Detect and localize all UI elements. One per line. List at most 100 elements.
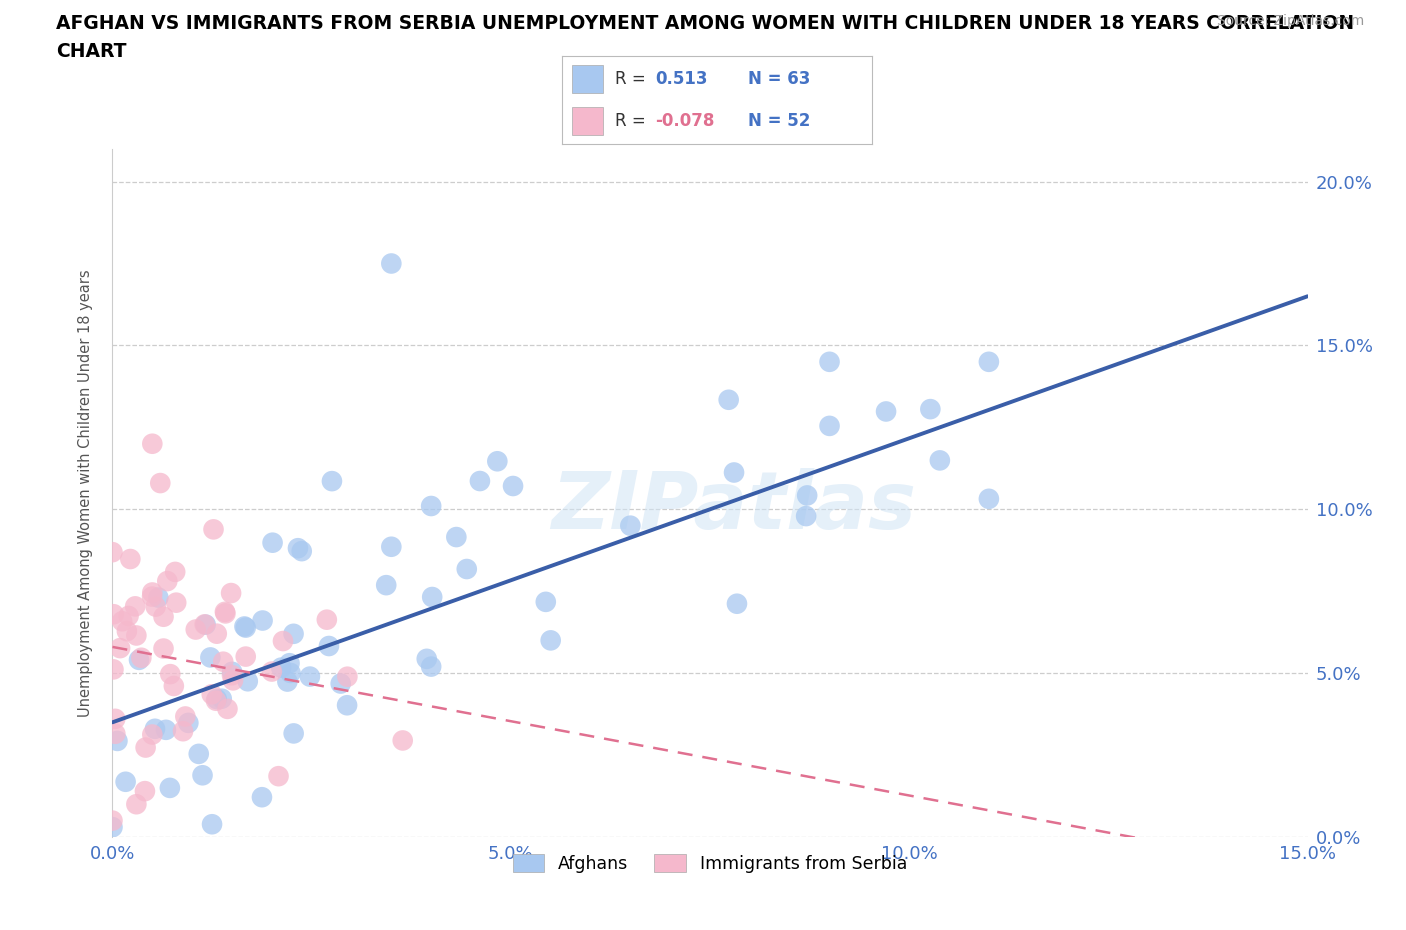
Point (267, 769, 290, 784)
Point (172, 724, 194, 738)
Point (502, 479, 524, 494)
Point (818, 354, 841, 369)
Point (380, 539, 402, 554)
Point (103, 606, 125, 621)
Point (315, 612, 337, 627)
Text: Source: ZipAtlas.com: Source: ZipAtlas.com (1216, 14, 1364, 28)
Point (101, 545, 124, 560)
Point (222, 673, 245, 688)
Point (145, 599, 167, 614)
Point (104, 726, 127, 741)
Point (214, 604, 236, 619)
Point (194, 617, 217, 631)
Point (318, 639, 340, 654)
Point (260, 664, 283, 679)
Point (420, 498, 443, 513)
Point (818, 418, 841, 433)
Point (155, 723, 177, 737)
Point (291, 544, 314, 559)
Point (619, 518, 641, 533)
Point (271, 633, 294, 648)
Point (446, 529, 468, 544)
Legend: Afghans, Immigrants from Serbia: Afghans, Immigrants from Serbia (506, 847, 914, 880)
Point (540, 633, 562, 648)
Text: R =: R = (614, 113, 645, 130)
Point (336, 670, 359, 684)
Point (152, 641, 174, 656)
Point (456, 562, 478, 577)
Point (191, 768, 214, 783)
Point (101, 813, 124, 828)
Point (165, 595, 187, 610)
FancyBboxPatch shape (572, 107, 603, 136)
Point (250, 790, 273, 804)
Point (143, 722, 166, 737)
Point (420, 590, 443, 604)
Point (201, 687, 224, 702)
Point (214, 606, 236, 621)
Point (104, 711, 127, 726)
Point (114, 775, 136, 790)
Point (283, 627, 305, 642)
Point (336, 698, 359, 712)
Point (201, 817, 224, 831)
Point (111, 614, 134, 629)
Point (977, 354, 1000, 369)
Point (235, 649, 257, 664)
Point (217, 701, 239, 716)
Point (375, 578, 398, 592)
Point (236, 674, 259, 689)
Point (141, 589, 163, 604)
Point (796, 488, 818, 503)
Point (125, 797, 148, 812)
Text: ZIPatlas: ZIPatlas (551, 468, 917, 546)
Point (125, 628, 148, 643)
Point (276, 674, 298, 689)
Point (108, 641, 131, 656)
Point (141, 585, 163, 600)
Point (221, 668, 243, 683)
Point (270, 660, 292, 675)
Point (149, 475, 172, 490)
Point (252, 613, 274, 628)
Point (159, 780, 181, 795)
Point (131, 650, 153, 665)
Point (141, 436, 163, 451)
Point (875, 404, 897, 418)
Point (205, 626, 228, 641)
Point (468, 473, 491, 488)
Point (416, 651, 439, 666)
Point (717, 392, 740, 407)
Point (156, 574, 179, 589)
Point (329, 676, 352, 691)
Point (152, 609, 174, 624)
Point (174, 709, 197, 724)
Point (194, 618, 217, 632)
Point (134, 784, 156, 799)
Point (205, 692, 228, 707)
Point (184, 622, 207, 637)
Point (233, 619, 256, 634)
Point (235, 620, 257, 635)
Point (115, 624, 138, 639)
Point (148, 591, 170, 605)
Point (211, 691, 233, 706)
Point (117, 608, 139, 623)
Point (723, 465, 745, 480)
Point (725, 596, 748, 611)
Text: N = 52: N = 52 (748, 113, 810, 130)
Point (280, 666, 302, 681)
Point (391, 733, 413, 748)
Point (103, 662, 125, 677)
FancyBboxPatch shape (572, 65, 603, 93)
Point (212, 655, 235, 670)
Text: R =: R = (614, 70, 645, 87)
Y-axis label: Unemployment Among Women with Children Under 18 years: Unemployment Among Women with Children U… (79, 269, 93, 717)
Point (977, 491, 1000, 506)
Point (219, 586, 242, 601)
Text: CHART: CHART (56, 42, 127, 60)
Point (128, 653, 150, 668)
Point (200, 650, 222, 665)
Point (420, 659, 443, 674)
Point (794, 509, 817, 524)
